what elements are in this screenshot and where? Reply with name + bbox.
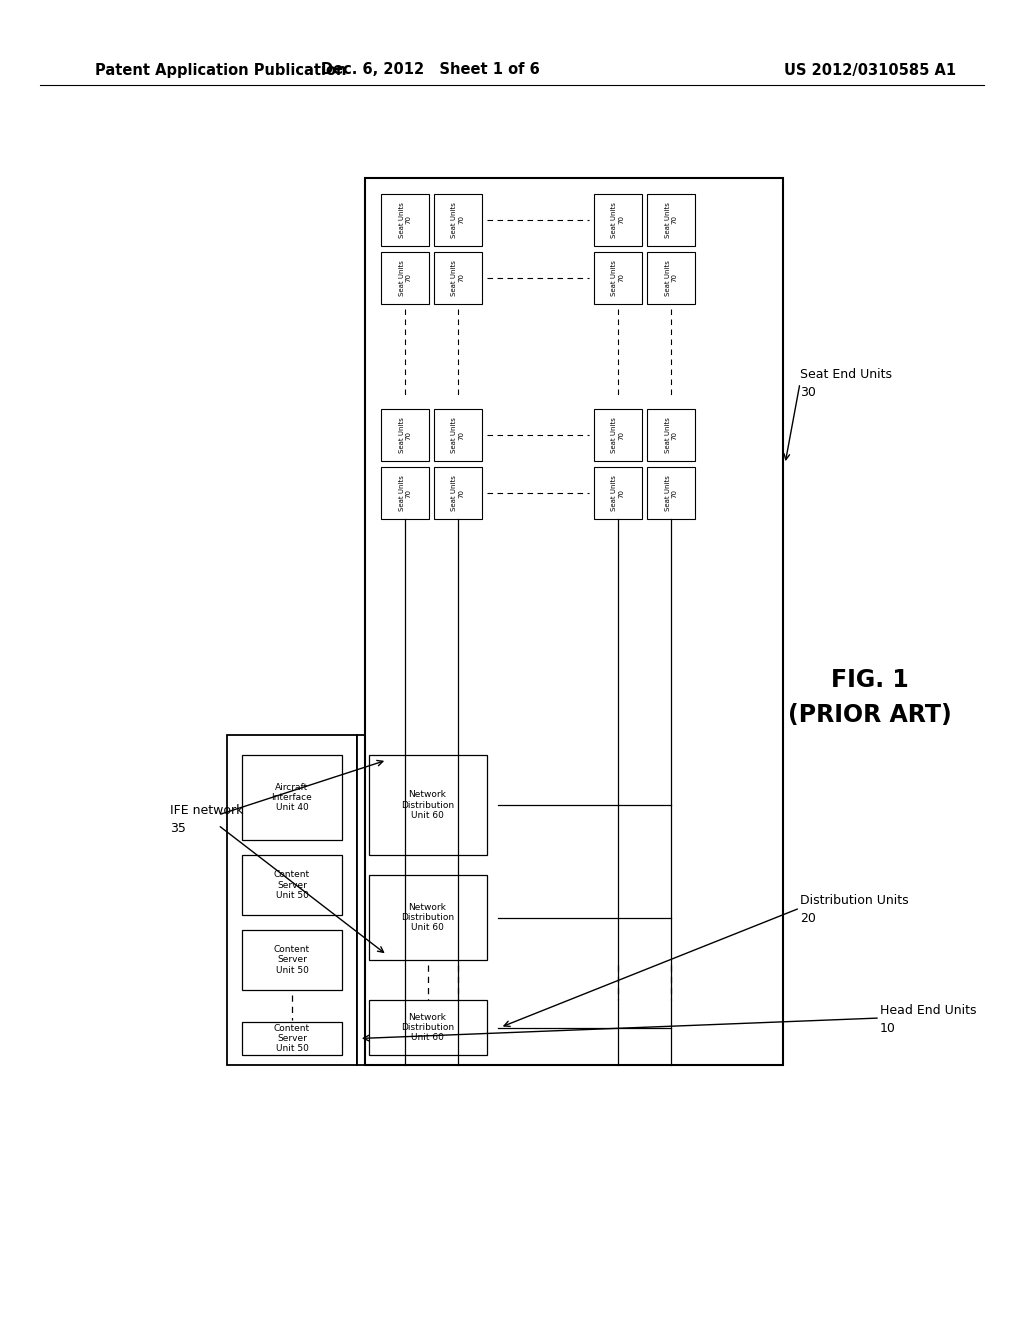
Bar [381,409,429,461]
Text: FIG. 1: FIG. 1 [831,668,909,692]
Text: Seat Units
70: Seat Units 70 [452,260,465,296]
Bar [647,194,695,246]
Bar [381,467,429,519]
Bar [434,409,482,461]
Text: 30: 30 [800,387,816,400]
Text: Content
Server
Unit 50: Content Server Unit 50 [274,1023,310,1053]
Text: Dec. 6, 2012   Sheet 1 of 6: Dec. 6, 2012 Sheet 1 of 6 [321,62,540,78]
Bar [381,194,429,246]
Bar [434,252,482,304]
Text: Network
Distribution
Unit 60: Network Distribution Unit 60 [401,903,454,932]
Bar [357,735,498,1065]
Bar [369,1001,487,1055]
Text: Seat End Units: Seat End Units [800,368,892,381]
Text: Seat Units
70: Seat Units 70 [452,202,465,238]
Bar [594,194,642,246]
Text: Patent Application Publication: Patent Application Publication [95,62,346,78]
Text: Seat Units
70: Seat Units 70 [611,202,625,238]
Bar [242,931,342,990]
Bar [242,855,342,915]
Text: IFE network: IFE network [170,804,244,817]
Text: Network
Distribution
Unit 60: Network Distribution Unit 60 [401,1012,454,1043]
Text: Seat Units
70: Seat Units 70 [611,417,625,453]
Text: Seat Units
70: Seat Units 70 [452,417,465,453]
Text: 10: 10 [880,1022,896,1035]
Text: (PRIOR ART): (PRIOR ART) [788,704,952,727]
Text: 35: 35 [170,821,186,834]
Text: Distribution Units: Distribution Units [800,894,908,907]
Text: US 2012/0310585 A1: US 2012/0310585 A1 [784,62,956,78]
Bar [242,1022,342,1055]
Bar [365,178,783,1065]
Bar [369,875,487,960]
Text: Network
Distribution
Unit 60: Network Distribution Unit 60 [401,791,454,820]
Bar [647,467,695,519]
Text: Seat Units
70: Seat Units 70 [452,475,465,511]
Text: Seat Units
70: Seat Units 70 [611,475,625,511]
Text: Seat Units
70: Seat Units 70 [398,202,412,238]
Bar [647,409,695,461]
Text: Seat Units
70: Seat Units 70 [398,260,412,296]
Bar [594,467,642,519]
Text: Head End Units: Head End Units [880,1003,977,1016]
Text: Seat Units
70: Seat Units 70 [665,260,678,296]
Bar [434,467,482,519]
Text: Seat Units
70: Seat Units 70 [398,417,412,453]
Text: Seat Units
70: Seat Units 70 [398,475,412,511]
Bar [381,252,429,304]
Text: Aircraft
Interface
Unit 40: Aircraft Interface Unit 40 [271,783,312,812]
Bar [369,755,487,855]
Text: Seat Units
70: Seat Units 70 [665,417,678,453]
Text: Seat Units
70: Seat Units 70 [611,260,625,296]
Bar [594,252,642,304]
Bar [434,194,482,246]
Text: Content
Server
Unit 50: Content Server Unit 50 [274,945,310,975]
Bar [242,755,342,840]
Bar [647,252,695,304]
Text: Seat Units
70: Seat Units 70 [665,202,678,238]
Text: Content
Server
Unit 50: Content Server Unit 50 [274,870,310,900]
Bar [227,735,357,1065]
Text: 20: 20 [800,912,816,924]
Bar [594,409,642,461]
Text: Seat Units
70: Seat Units 70 [665,475,678,511]
